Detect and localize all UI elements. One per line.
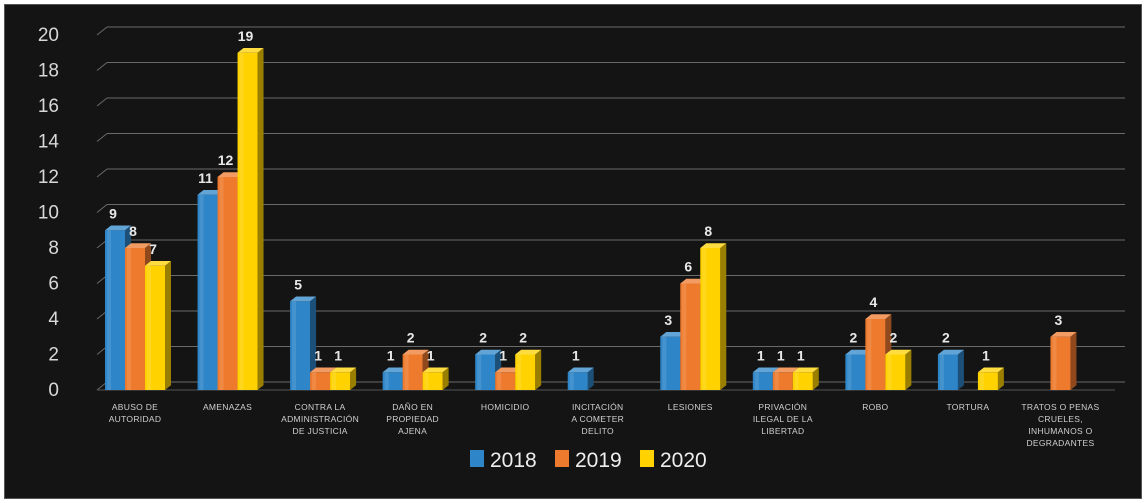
data-label: 1 [387,347,395,363]
data-label: 4 [869,294,877,310]
data-label: 2 [479,330,487,346]
data-label: 3 [664,312,672,328]
bar [330,367,357,390]
y-tick-label: 0 [48,380,59,401]
y-tick-label: 10 [38,203,59,224]
y-tick-label: 6 [48,274,59,295]
bar [290,296,317,390]
data-label: 1 [334,347,342,363]
gridline-diag [96,168,108,178]
legend-label: 2020 [660,449,707,472]
data-label: 5 [294,276,302,292]
x-axis: ABUSO DE AUTORIDAD AMENAZAS CONTRA LA ADMINI… [109,402,1100,448]
category-label: HOMICIDIO [481,402,530,412]
legend-item: 2020 [640,449,707,472]
category-label: PRIVACIÓN ILEGAL DE LA LIBERTAD [753,402,813,436]
y-tick-label: 16 [38,96,59,117]
y-tick-label: 12 [38,167,59,188]
data-label: 1 [572,347,580,363]
category-label: TRATOS O PENAS CRUELES, INHUMANOS O DEGRADA… [1021,402,1099,448]
legend-swatch [640,450,654,467]
legend-label: 2019 [575,449,622,472]
data-label: 6 [684,259,692,275]
bar [567,367,594,390]
data-label: 2 [849,330,857,346]
gridline-diag [96,97,108,107]
category-label: TORTURA [946,402,989,412]
y-tick-label: 2 [48,345,59,366]
legend-label: 2018 [490,449,537,472]
data-label: 12 [218,152,234,168]
gridline-diag [96,133,108,142]
data-label: 7 [149,241,157,257]
gridline-diag [96,62,108,71]
data-label: 1 [757,347,765,363]
data-label: 1 [777,347,785,363]
data-label: 1 [797,347,805,363]
y-tick-label: 18 [38,61,59,82]
y-tick-label: 8 [48,238,59,259]
bar [700,243,727,390]
gridline-diag [96,26,108,36]
category-label: INCITACIÓN A COMETER DELITO [571,402,624,436]
y-tick-label: 14 [38,132,60,153]
bar [145,260,171,390]
legend-item: 2018 [470,449,537,472]
legend-item: 2019 [555,449,622,472]
data-label: 1 [427,347,435,363]
data-label: 9 [109,205,117,221]
bar [937,349,964,390]
y-tick-label: 4 [48,309,59,330]
data-label: 2 [407,330,415,346]
category-label: DAÑO EN PROPIEDAD AJENA [386,402,439,436]
category-label: ABUSO DE AUTORIDAD [109,402,162,424]
category-label: CONTRA LA ADMINISTRACIÓN DE JUSTICIA [281,402,359,436]
bar [515,349,542,390]
legend: 2018 2019 2020 [470,449,707,472]
bar [422,367,449,390]
category-label: AMENAZAS [203,402,252,412]
data-label: 8 [704,223,712,239]
data-label: 8 [129,223,137,239]
data-label: 1 [314,347,322,363]
y-axis: 0 2 4 6 8 10 12 14 16 18 20 [38,25,60,401]
data-label: 2 [942,330,950,346]
category-label: ROBO [862,402,888,412]
chart-frame: 0 2 4 6 8 10 12 14 16 18 20 9 8 7 11 12 19 5 1 1 1 2 1 2 1 2 1 3 6 8… [4,4,1142,499]
data-label: 11 [198,170,213,186]
bar [977,367,1004,390]
bar [885,349,912,390]
y-tick-label: 20 [38,25,59,46]
data-label: 19 [238,28,254,44]
bars [105,47,1077,390]
legend-swatch [470,450,484,467]
data-label: 3 [1055,312,1063,328]
bar [1050,331,1077,390]
category-label: LESIONES [668,402,713,412]
data-label: 1 [499,347,507,363]
data-label: 1 [982,347,990,363]
gridline-diag [96,204,108,213]
data-label: 2 [889,330,897,346]
data-label: 2 [519,330,527,346]
legend-swatch [555,450,569,467]
bar [237,47,264,390]
bar [792,367,819,390]
